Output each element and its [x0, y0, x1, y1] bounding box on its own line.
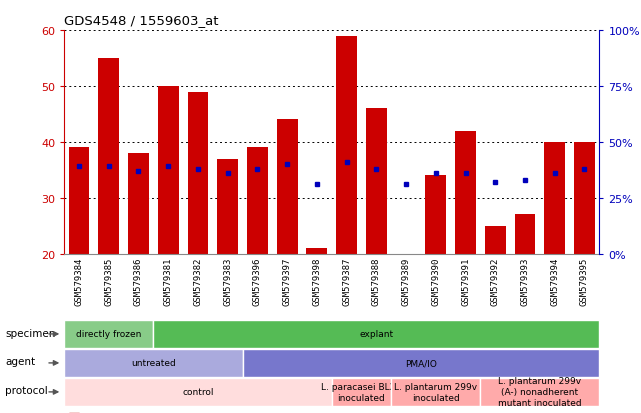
Bar — [544, 142, 565, 254]
Bar — [366, 109, 387, 254]
Bar — [574, 142, 595, 254]
Bar — [455, 131, 476, 254]
Text: GDS4548 / 1559603_at: GDS4548 / 1559603_at — [64, 14, 219, 27]
Text: explant: explant — [359, 330, 394, 339]
Text: PMA/IO: PMA/IO — [405, 358, 437, 368]
Text: L. paracasei BL23
inoculated: L. paracasei BL23 inoculated — [321, 382, 401, 402]
Text: agent: agent — [5, 357, 35, 367]
Text: untreated: untreated — [131, 358, 176, 368]
Text: L. plantarum 299v
(A-) nonadherent
mutant inoculated: L. plantarum 299v (A-) nonadherent mutan… — [498, 376, 581, 408]
Bar — [188, 92, 208, 254]
Text: control: control — [182, 387, 213, 396]
Bar — [69, 148, 89, 254]
Bar — [158, 87, 179, 254]
Bar — [336, 36, 357, 254]
Bar — [306, 248, 328, 254]
Bar — [515, 215, 535, 254]
Bar — [247, 148, 268, 254]
Text: L. plantarum 299v
inoculated: L. plantarum 299v inoculated — [394, 382, 478, 402]
Bar — [485, 226, 506, 254]
Text: directly frozen: directly frozen — [76, 330, 142, 339]
Text: protocol: protocol — [5, 386, 48, 396]
Bar — [98, 59, 119, 254]
Bar — [426, 176, 446, 254]
Text: specimen: specimen — [5, 328, 56, 338]
Bar — [128, 154, 149, 254]
Bar — [217, 159, 238, 254]
Bar — [277, 120, 297, 254]
